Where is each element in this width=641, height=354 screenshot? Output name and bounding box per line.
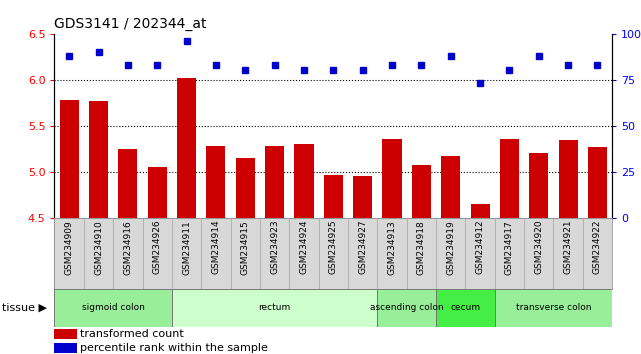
- Bar: [495, 218, 524, 289]
- Text: transverse colon: transverse colon: [516, 303, 591, 313]
- Text: GSM234913: GSM234913: [388, 220, 397, 275]
- Text: GSM234920: GSM234920: [535, 220, 544, 274]
- Bar: [265, 146, 284, 218]
- Bar: [412, 165, 431, 218]
- Bar: [142, 218, 172, 289]
- Text: GDS3141 / 202344_at: GDS3141 / 202344_at: [54, 17, 207, 31]
- Bar: [353, 176, 372, 218]
- Text: GSM234926: GSM234926: [153, 220, 162, 274]
- Bar: [588, 147, 607, 218]
- Text: GSM234909: GSM234909: [65, 220, 74, 275]
- Bar: [324, 175, 343, 218]
- Bar: [119, 149, 137, 218]
- Bar: [54, 218, 84, 289]
- Bar: [89, 101, 108, 218]
- Text: GSM234927: GSM234927: [358, 220, 367, 274]
- Bar: [172, 218, 201, 289]
- Text: sigmoid colon: sigmoid colon: [82, 303, 145, 313]
- Bar: [470, 204, 490, 218]
- Bar: [231, 218, 260, 289]
- Text: GSM234923: GSM234923: [270, 220, 279, 274]
- Text: GSM234912: GSM234912: [476, 220, 485, 274]
- Bar: [500, 138, 519, 218]
- Bar: [378, 218, 406, 289]
- Bar: [206, 146, 226, 218]
- Text: GSM234915: GSM234915: [241, 220, 250, 275]
- Text: GSM234916: GSM234916: [123, 220, 132, 275]
- Bar: [406, 218, 436, 289]
- Bar: [553, 218, 583, 289]
- Bar: [436, 218, 465, 289]
- Bar: [289, 218, 319, 289]
- Bar: [54, 343, 77, 353]
- Text: GSM234922: GSM234922: [593, 220, 602, 274]
- Bar: [294, 144, 313, 218]
- Bar: [201, 218, 231, 289]
- Bar: [378, 289, 436, 327]
- Text: percentile rank within the sample: percentile rank within the sample: [79, 343, 267, 353]
- Text: GSM234921: GSM234921: [563, 220, 572, 274]
- Bar: [583, 218, 612, 289]
- Bar: [495, 289, 612, 327]
- Bar: [441, 156, 460, 218]
- Bar: [172, 289, 378, 327]
- Text: GSM234924: GSM234924: [299, 220, 308, 274]
- Bar: [558, 141, 578, 218]
- Text: transformed count: transformed count: [79, 329, 183, 339]
- Bar: [319, 218, 348, 289]
- Bar: [84, 218, 113, 289]
- Bar: [524, 218, 553, 289]
- Text: GSM234910: GSM234910: [94, 220, 103, 275]
- Bar: [348, 218, 378, 289]
- Bar: [54, 329, 77, 339]
- Bar: [436, 289, 495, 327]
- Bar: [383, 138, 401, 218]
- Text: GSM234914: GSM234914: [212, 220, 221, 274]
- Text: GSM234918: GSM234918: [417, 220, 426, 275]
- Text: tissue ▶: tissue ▶: [2, 303, 47, 313]
- Bar: [54, 289, 172, 327]
- Bar: [236, 158, 255, 218]
- Text: GSM234919: GSM234919: [446, 220, 455, 275]
- Bar: [465, 218, 495, 289]
- Bar: [147, 167, 167, 218]
- Bar: [113, 218, 142, 289]
- Text: GSM234917: GSM234917: [505, 220, 514, 275]
- Text: cecum: cecum: [451, 303, 481, 313]
- Text: ascending colon: ascending colon: [370, 303, 444, 313]
- Text: GSM234911: GSM234911: [182, 220, 191, 275]
- Text: rectum: rectum: [258, 303, 291, 313]
- Bar: [529, 153, 548, 218]
- Bar: [177, 78, 196, 218]
- Bar: [260, 218, 289, 289]
- Text: GSM234925: GSM234925: [329, 220, 338, 274]
- Bar: [60, 100, 79, 218]
